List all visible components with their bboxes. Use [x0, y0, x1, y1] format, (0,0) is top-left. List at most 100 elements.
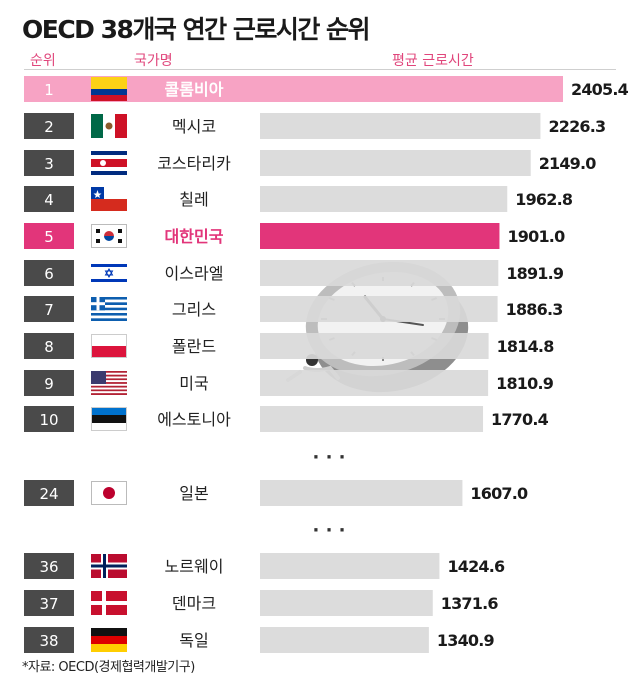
rank-label: 10 [39, 411, 58, 429]
chile-flag-icon [91, 187, 127, 211]
country-label: 그리스 [172, 300, 216, 319]
bar [260, 260, 499, 286]
table-row: 38 독일 1340.9 [24, 627, 495, 653]
value-label: 2405.4 [571, 80, 629, 99]
rank-label: 4 [44, 191, 54, 209]
greece-flag-icon [91, 297, 127, 321]
rank-box [24, 406, 74, 432]
norway-flag-icon [91, 554, 127, 578]
rank-box [24, 113, 74, 139]
rank-box [24, 627, 74, 653]
rank-label: 24 [39, 485, 58, 503]
country-label: 칠레 [179, 190, 208, 209]
value-label: 2226.3 [548, 117, 605, 136]
country-label: 미국 [179, 374, 208, 393]
ellipsis-separator: · · · [312, 447, 345, 468]
rank-label: 1 [44, 81, 54, 99]
poland-flag-icon [91, 334, 127, 358]
rank-box [24, 150, 74, 176]
country-label: 에스토니아 [157, 410, 231, 429]
rank-box [24, 553, 74, 579]
value-label: 1810.9 [496, 374, 554, 393]
country-label: 콜롬비아 [165, 80, 224, 99]
rank-label: 8 [44, 338, 54, 356]
rank-label: 37 [39, 595, 58, 613]
country-label: 멕시코 [172, 117, 216, 136]
chart-title: OECD 38개국 연간 근로시간 순위 [22, 15, 371, 44]
header-divider [24, 69, 616, 70]
bar [260, 480, 463, 506]
mexico-flag-icon [91, 114, 127, 138]
value-label: 1886.3 [506, 300, 563, 319]
rank-box [24, 76, 74, 102]
value-label: 1770.4 [491, 410, 549, 429]
bar [260, 553, 440, 579]
table-row: 8 폴란드 1814.8 [24, 333, 555, 359]
japan-flag-icon [91, 481, 127, 505]
rank-box [24, 590, 74, 616]
country-label: 일본 [179, 484, 208, 503]
value-label: 1340.9 [437, 631, 495, 650]
value-label: 2149.0 [539, 154, 597, 173]
rank-box [24, 480, 74, 506]
rank-header: 순위 [30, 53, 56, 69]
bar [260, 150, 531, 176]
rank-label: 6 [44, 265, 54, 283]
ellipsis-separator: · · · [312, 520, 345, 541]
value-label: 1607.0 [470, 484, 528, 503]
rank-label: 7 [44, 301, 54, 319]
table-row: 6 이스라엘 1891.9 [24, 260, 565, 286]
table-row: 9 미국 1810.9 [24, 370, 555, 396]
rank-label: 38 [39, 632, 58, 650]
source-note: *자료: OECD(경제협력개발기구) [22, 660, 195, 675]
bar [260, 370, 489, 396]
rank-label: 9 [44, 375, 54, 393]
value-label: 1814.8 [497, 337, 555, 356]
rank-box [24, 223, 74, 249]
table-row: 1 콜롬비아 2405.4 [24, 76, 629, 102]
usa-flag-icon [91, 371, 127, 395]
korea-flag-icon [91, 224, 127, 248]
costa-rica-flag-icon [91, 151, 127, 175]
rank-box [24, 333, 74, 359]
table-row: 36 노르웨이 1424.6 [24, 553, 506, 579]
bar [260, 406, 484, 432]
hours-header: 평균 근로시간 [392, 53, 474, 69]
country-label: 덴마크 [172, 594, 216, 613]
bar [260, 590, 433, 616]
bar [260, 223, 500, 249]
bar [260, 333, 489, 359]
rank-box [24, 296, 74, 322]
table-row: 3 코스타리카 2149.0 [24, 150, 597, 176]
value-label: 1901.0 [507, 227, 565, 246]
bar [260, 296, 498, 322]
estonia-flag-icon [91, 407, 127, 431]
rank-box [24, 186, 74, 212]
bar [260, 76, 563, 102]
country-label: 폴란드 [172, 337, 216, 356]
denmark-flag-icon [91, 591, 127, 615]
value-label: 1424.6 [447, 557, 505, 576]
israel-flag-icon [91, 261, 127, 285]
value-label: 1371.6 [441, 594, 499, 613]
table-row: 2 멕시코 2226.3 [24, 113, 606, 139]
country-label: 노르웨이 [165, 557, 224, 576]
bar [260, 186, 508, 212]
table-row: 37 덴마크 1371.6 [24, 590, 499, 616]
bar [260, 113, 541, 139]
country-header: 국가명 [134, 53, 173, 69]
rank-box [24, 260, 74, 286]
country-label: 독일 [179, 631, 208, 650]
rank-label: 3 [44, 155, 54, 173]
colombia-flag-icon [91, 77, 127, 101]
bar [260, 627, 429, 653]
germany-flag-icon [91, 628, 127, 652]
country-label: 이스라엘 [165, 264, 224, 283]
table-row: 5 대한민국 1901.0 [24, 223, 566, 249]
value-label: 1962.8 [515, 190, 573, 209]
table-row: 4 칠레 1962.8 [24, 186, 574, 212]
rank-label: 5 [44, 228, 54, 246]
rank-box [24, 370, 74, 396]
table-row: 10 에스토니아 1770.4 [24, 406, 549, 432]
